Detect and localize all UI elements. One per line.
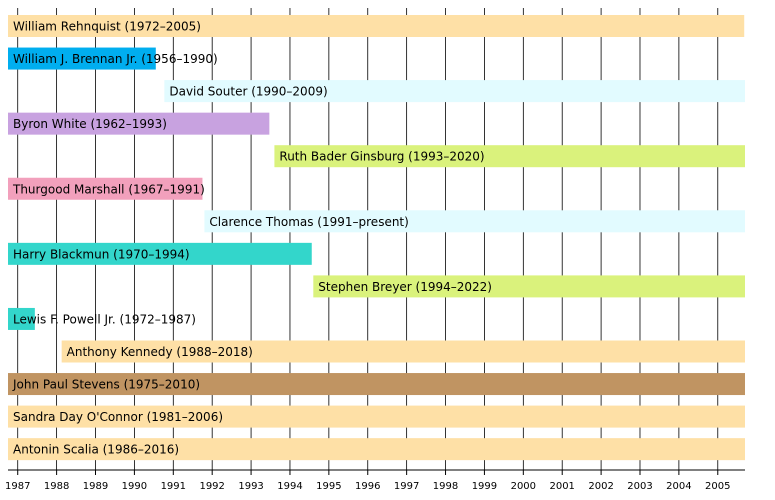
- term-bar: [8, 112, 270, 135]
- x-tick-label: 2000: [511, 481, 536, 492]
- x-tick-label: 1995: [316, 481, 341, 492]
- x-tick-label: 2005: [705, 481, 730, 492]
- justice-label: David Souter (1990–2009): [169, 85, 327, 99]
- justice-label: Byron White (1962–1993): [13, 117, 167, 131]
- term-bar: [274, 145, 745, 168]
- x-tick-label: 1991: [161, 481, 186, 492]
- justice-label: John Paul Stevens (1975–2010): [12, 378, 200, 392]
- axis: 1987 1988 1989 1990 1991 1992 1993 1994 1995 1996…: [5, 469, 745, 492]
- justice-label: Thurgood Marshall (1967–1991): [12, 182, 205, 196]
- justice-label: Anthony Kennedy (1988–2018): [67, 345, 253, 359]
- term-bar: [8, 307, 35, 330]
- term-bar: [8, 47, 156, 70]
- x-tick-label: 2001: [549, 481, 574, 492]
- term-bar: [8, 405, 745, 428]
- justice-label: Ruth Bader Ginsburg (1993–2020): [279, 150, 484, 164]
- x-tick-label: 2003: [627, 481, 652, 492]
- term-bar: [61, 340, 745, 363]
- x-tick-label: 1989: [83, 481, 108, 492]
- term-bar: [8, 373, 745, 396]
- term-bar: [8, 438, 745, 461]
- justice-label: Stephen Breyer (1994–2022): [318, 280, 492, 294]
- justice-label: Sandra Day O'Connor (1981–2006): [13, 410, 223, 424]
- justice-label: Harry Blackmun (1970–1994): [13, 247, 190, 261]
- term-bar: [164, 80, 745, 103]
- x-tick-label: 2004: [666, 481, 691, 492]
- x-tick-label: 1994: [277, 481, 302, 492]
- x-tick-label: 1997: [394, 481, 419, 492]
- x-tick-label: 1992: [199, 481, 224, 492]
- x-tick-label: 2002: [588, 481, 613, 492]
- term-bar: [313, 275, 745, 298]
- x-tick-label: 1999: [472, 481, 497, 492]
- term-bar: [8, 177, 203, 200]
- justice-label: William Rehnquist (1972–2005): [13, 20, 201, 34]
- x-tick-label: 1988: [44, 481, 69, 492]
- justice-label: William J. Brennan Jr. (1956–1990): [13, 52, 218, 66]
- x-tick-label: 1996: [355, 481, 380, 492]
- x-tick-label: 1998: [433, 481, 458, 492]
- x-tick-label: 1990: [122, 481, 147, 492]
- justice-label: Lewis F. Powell Jr. (1972–1987): [13, 312, 196, 326]
- x-tick-label: 1987: [5, 481, 30, 492]
- justice-label: Clarence Thomas (1991–present): [209, 215, 408, 229]
- x-tick-label: 1993: [238, 481, 263, 492]
- term-bar: [8, 242, 312, 265]
- term-bar: [8, 15, 745, 37]
- term-bar: [204, 210, 745, 233]
- grid: [17, 8, 719, 470]
- bars: William Rehnquist (1972–2005) William J. …: [8, 15, 745, 461]
- justice-label: Antonin Scalia (1986–2016): [13, 443, 179, 457]
